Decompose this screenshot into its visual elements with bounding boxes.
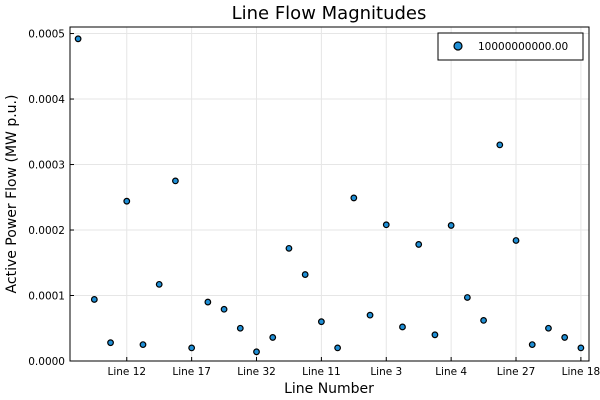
data-point: [415, 241, 423, 248]
chart-title: Line Flow Magnitudes: [232, 3, 427, 24]
y-axis: 0.0000 0.0001 0.0002 0.0003 0.0004 0.0005: [28, 29, 74, 368]
data-point: [334, 344, 342, 352]
data-point: [561, 334, 569, 341]
x-tick-label: Line 3: [370, 366, 402, 378]
data-point: [545, 324, 552, 332]
data-point: [512, 237, 520, 244]
x-tick-label: Line 4: [435, 366, 467, 378]
data-point: [107, 339, 114, 347]
data-point: [123, 197, 131, 205]
y-axis-label: Active Power Flow (MW p.u.): [4, 95, 20, 294]
x-tick-label: Line 18: [562, 366, 600, 378]
data-point: [285, 244, 293, 252]
x-axis-label: Line Number: [284, 381, 374, 397]
x-tick-label: Line 12: [107, 366, 146, 378]
data-point: [220, 305, 228, 313]
y-tick-label: 0.0005: [28, 29, 65, 41]
plot-frame: [69, 26, 590, 362]
data-point: [253, 348, 260, 356]
data-point: [74, 35, 82, 43]
data-point: [431, 331, 439, 339]
data-point: [236, 324, 244, 332]
data-point: [172, 177, 179, 185]
data-points: [74, 35, 585, 356]
x-tick-label: Line 32: [237, 366, 276, 378]
legend: 10000000000.00: [437, 32, 584, 61]
data-point: [382, 221, 390, 229]
data-point: [317, 318, 325, 326]
data-point: [366, 311, 374, 319]
data-point: [301, 271, 309, 278]
legend-marker: [453, 41, 463, 51]
x-axis: Line 12 Line 17 Line 32 Line 11 Line 3 Line 4…: [107, 357, 600, 378]
data-point: [480, 316, 487, 324]
data-point: [155, 280, 163, 288]
y-tick-label: 0.0003: [28, 160, 65, 172]
legend-label: 10000000000.00: [478, 41, 568, 53]
x-tick-label: Line 27: [497, 366, 536, 378]
grid-lines: [70, 27, 589, 362]
data-point: [399, 323, 406, 331]
data-point: [188, 344, 196, 352]
y-tick-label: 0.0000: [28, 356, 65, 368]
data-point: [528, 341, 536, 349]
data-point: [447, 222, 455, 229]
data-point: [350, 194, 358, 202]
y-tick-label: 0.0004: [28, 94, 65, 106]
data-point: [204, 298, 212, 306]
data-point: [269, 334, 277, 341]
x-tick-label: Line 17: [172, 366, 211, 378]
y-tick-label: 0.0002: [28, 225, 65, 237]
x-tick-label: Line 11: [302, 366, 341, 378]
data-point: [463, 294, 471, 301]
data-point: [139, 341, 147, 349]
y-tick-label: 0.0001: [28, 291, 65, 303]
data-point: [496, 141, 504, 149]
data-point: [90, 296, 98, 303]
data-point: [577, 344, 585, 352]
